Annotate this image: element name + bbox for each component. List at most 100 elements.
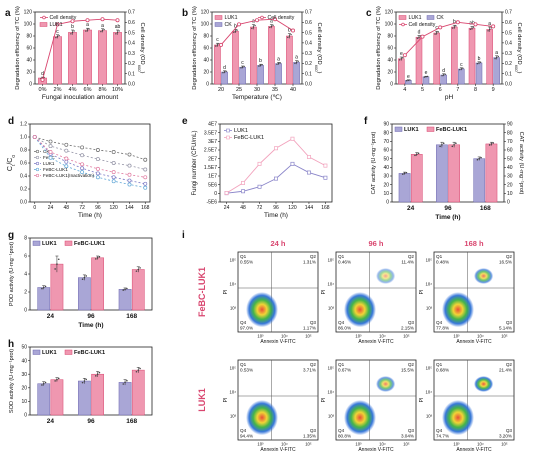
y-axis-label: PI [321,398,327,403]
y-tick-label: 10⁵ [230,258,237,263]
y-tick-label: 60 [387,46,393,52]
bar-luk1 [53,36,62,85]
significance-label: a [252,19,255,25]
x-tick-label: 24 [224,205,230,211]
quadrant-value: 2.15% [401,326,414,331]
column-header: 168 h [464,239,484,248]
replicate-dot [126,379,128,382]
y-tick-label: 10⁴ [426,282,433,287]
plot-frame [391,123,505,203]
cell-density-point [290,28,295,33]
y-tick-label: 10⁴ [426,390,433,395]
x-tick-label: 10³ [453,442,460,447]
series-point [111,170,116,175]
y2-tick-label: 0.5 [305,30,312,36]
open-circle-icon [35,173,40,178]
y-tick-label: 40 [21,358,27,364]
x-tick-label: 8% [99,87,107,93]
x-tick-label: 2% [54,87,62,93]
bar-luk1 [118,382,132,416]
replicate-dot [442,142,445,145]
replicate-dot [254,24,256,27]
quadrant-value: 15.5% [401,368,414,373]
y-tick-label: 5E6 [208,182,217,188]
bar-luk1 [78,380,91,416]
y2-tick-label: 0.6 [128,20,135,26]
replicate-dot [236,29,238,31]
y-tick-label: 30 [383,174,389,180]
y2-tick-label: 0.1 [128,71,135,77]
quadrant-name: Q1 [338,254,345,259]
significance-label: a [295,55,298,61]
row-header: FeBC-LUK1 [197,267,207,317]
x-axis-label: Time (h) [78,212,102,219]
x-tick-label: 144 [125,205,134,211]
apoptotic-population [474,268,494,284]
legend-label: FeBC-LUK1 [234,135,264,141]
replicate-dot [122,289,125,291]
legend-swatch [39,22,48,27]
quadrant-value: 77.8% [436,326,449,331]
x-axis-label: Annexin V-FITC [358,447,394,453]
significance-label: b [259,58,262,64]
replicate-dot [455,142,457,145]
cell-density-point [236,22,241,27]
quadrant-value: 0.46% [338,260,351,265]
x-tick-label: 168 [141,205,150,211]
label-part: 600 [515,65,520,73]
quadrant-value: 1.17% [303,326,316,331]
significance-label: ab [469,20,475,26]
bar-luk1 [98,30,107,85]
series-line [34,136,146,189]
y-tick-label: 60 [383,148,389,154]
quadrant-name: Q3 [310,428,317,433]
y-axis-label: PI [321,290,327,295]
cell-population [344,400,376,436]
y-axis-label: Ct/C0 [7,155,17,171]
replicate-dot [124,288,126,291]
flow-plot: 10³ 10³ 10⁴ 10⁴ 10⁵ 10⁵ Annexin V-FITC PI Q10.48… [419,251,515,345]
y-tick-label: 0.8 [20,148,27,154]
x-tick-label: 10³ [257,442,264,447]
replicate-dot [276,63,278,66]
cell-density-point [254,18,259,23]
y-tick-label: 10³ [328,306,335,311]
quadrant-name: Q2 [310,362,317,367]
significance-label: a [270,19,273,25]
replicate-dot [452,27,454,29]
label-part: 600 [315,65,320,73]
replicate-dot [118,30,120,32]
cell-density-line [220,18,294,46]
legend-swatch [394,126,403,132]
y2-axis-label: Cell density (OD600) [515,23,523,74]
significance-label: b [288,28,291,34]
label-part: ) [316,72,322,74]
x-tick-label: 96 [87,313,95,320]
series-point [95,148,100,152]
quadrant-value: 0.68% [436,368,449,373]
y-tick-label: 0.6 [20,161,27,167]
cell-density-point [438,25,443,30]
replicate-dot [402,57,404,59]
y-axis-label: PI [223,398,229,403]
chart-b: 0 20 40 60 80 100 120 0.0 0.1 0.2 0.3 0.4 0.5 0.6 0.7 2… [192,6,322,101]
x-tick-label: 10⁵ [305,442,312,447]
quadrant-value: 97.0% [240,326,253,331]
chart-e: -5E6 0 5E6 1E7 1.5E7 2E7 2.5E7 3E7 3.5E7 4E7 24 48 7… [192,122,333,219]
bar-luk1 [250,26,257,85]
quadrant-name: Q1 [240,362,247,367]
y-tick-label: 100 [385,22,394,28]
label-part: t [11,164,17,166]
y2-tick-label: 70 [507,139,513,145]
replicate-dot [56,263,58,265]
replicate-dot [243,65,245,68]
legend-swatch [426,126,435,132]
replicate-dot [88,28,90,30]
plot-frame [335,251,417,333]
x-tick-label: 6 [439,87,442,93]
replicate-dot [444,73,446,75]
replicate-dot [400,58,403,60]
y-tick-label: 20 [203,70,209,76]
x-tick-label: 10⁵ [305,334,312,339]
